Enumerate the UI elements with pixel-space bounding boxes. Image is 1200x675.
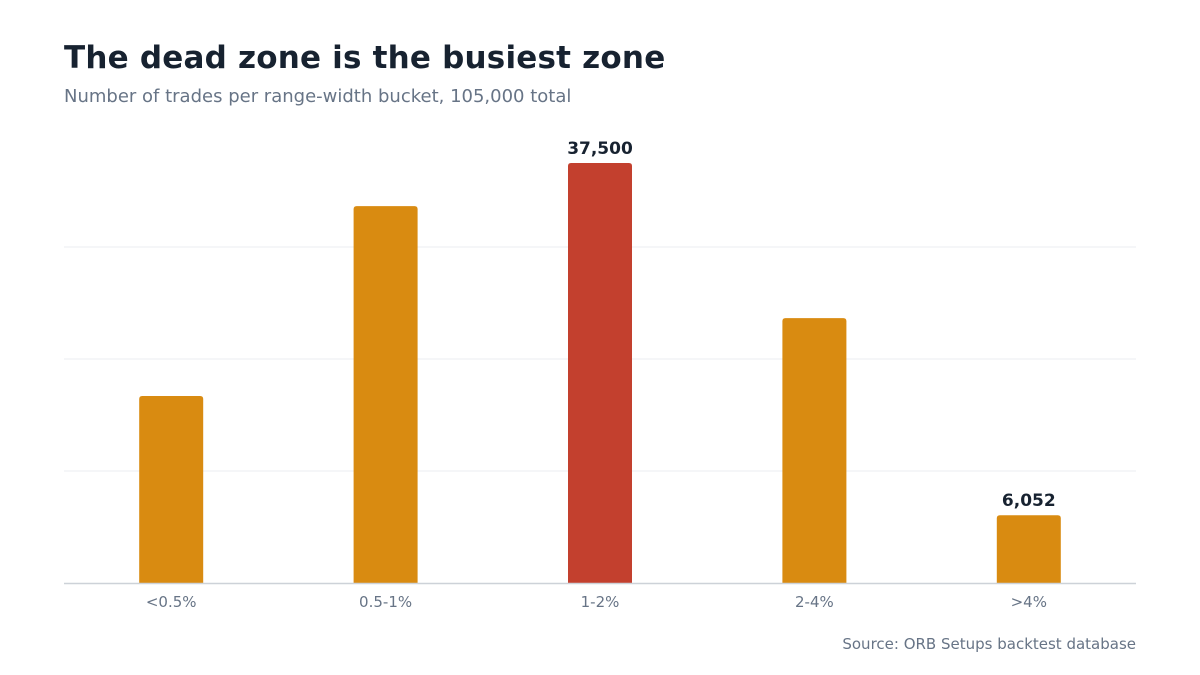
source-note: Source: ORB Setups backtest database	[842, 635, 1136, 653]
bar-2	[568, 163, 632, 583]
bar-3	[782, 318, 847, 583]
x-axis-tick-labels: <0.5% 0.5-1% 1-2% 2-4% >4%	[146, 593, 1047, 611]
x-tick-label: 0.5-1%	[359, 593, 412, 611]
bar-4	[996, 515, 1061, 583]
chart-subtitle: Number of trades per range-width bucket,…	[64, 86, 572, 107]
x-tick-label: 2-4%	[795, 593, 834, 611]
x-tick-label: <0.5%	[146, 593, 197, 611]
data-labels: 37,500 6,052	[567, 139, 1055, 511]
chart-title: The dead zone is the busiest zone	[64, 40, 666, 76]
data-label: 6,052	[1002, 491, 1056, 511]
x-tick-label: >4%	[1011, 593, 1047, 611]
bars	[139, 163, 1061, 583]
x-tick-label: 1-2%	[581, 593, 620, 611]
bar-0	[139, 395, 204, 583]
data-label: 37,500	[567, 139, 633, 159]
bar-1	[353, 206, 418, 583]
